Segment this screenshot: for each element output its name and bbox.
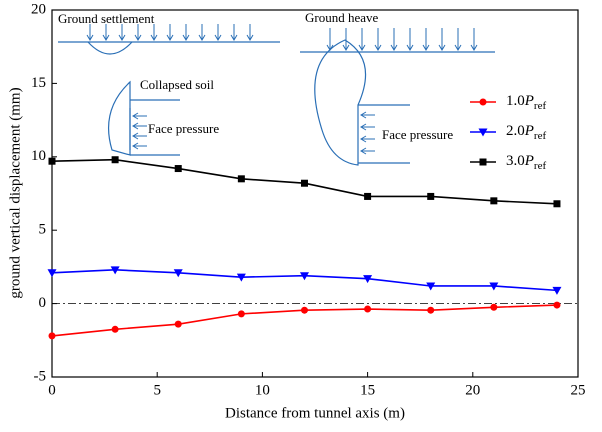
marker bbox=[174, 165, 182, 173]
x-tick-label: 5 bbox=[153, 382, 161, 398]
marker bbox=[300, 306, 308, 314]
marker bbox=[490, 197, 498, 205]
y-tick-label: 0 bbox=[39, 295, 47, 311]
marker bbox=[364, 192, 372, 200]
marker bbox=[426, 282, 436, 291]
marker bbox=[110, 266, 120, 275]
y-tick-label: 20 bbox=[31, 1, 46, 17]
y-tick-label: 10 bbox=[31, 148, 46, 164]
diagram-arrow bbox=[422, 28, 430, 51]
legend-label: 2.0Pref bbox=[506, 123, 546, 141]
annotation: Ground heave bbox=[305, 10, 379, 25]
legend-label: 1.0Pref bbox=[506, 93, 546, 111]
legend-marker bbox=[478, 128, 488, 137]
marker bbox=[47, 269, 57, 278]
diagram-arrow bbox=[214, 24, 222, 41]
annotation: Face pressure bbox=[382, 127, 453, 142]
marker bbox=[489, 282, 499, 291]
annotation: Ground settlement bbox=[58, 11, 155, 26]
legend-marker bbox=[479, 158, 487, 166]
diagram-arrow bbox=[406, 28, 414, 51]
marker bbox=[427, 192, 435, 200]
marker bbox=[364, 305, 372, 313]
marker bbox=[553, 200, 561, 208]
x-tick-label: 20 bbox=[465, 382, 480, 398]
diagram-arrow bbox=[358, 28, 366, 51]
diagram-arrow bbox=[326, 28, 334, 51]
diagram-arrow bbox=[454, 28, 462, 51]
diagram-arrow bbox=[132, 132, 147, 140]
marker bbox=[111, 156, 119, 164]
diagram-arrow bbox=[470, 28, 478, 51]
diagram-arrow bbox=[342, 28, 350, 51]
marker bbox=[553, 301, 561, 309]
marker bbox=[552, 286, 562, 295]
diagram-arrow bbox=[360, 147, 375, 155]
diagram-arrow bbox=[360, 123, 375, 131]
diagram-arrow bbox=[134, 24, 142, 41]
y-tick-label: -5 bbox=[34, 368, 47, 384]
annotation: Face pressure bbox=[148, 121, 219, 136]
marker bbox=[48, 157, 56, 165]
diagram-arrow bbox=[132, 122, 147, 130]
x-tick-label: 0 bbox=[48, 382, 56, 398]
diagram-arrow bbox=[198, 24, 206, 41]
marker bbox=[237, 175, 245, 183]
diagram-arrow bbox=[390, 28, 398, 51]
marker bbox=[490, 303, 498, 311]
legend-marker bbox=[479, 98, 487, 106]
diagram-arrow bbox=[86, 24, 94, 41]
y-axis-label: ground vertical displacement (mm) bbox=[7, 87, 23, 298]
diagram-arrow bbox=[132, 112, 147, 120]
marker bbox=[427, 306, 435, 314]
marker bbox=[111, 325, 119, 333]
marker bbox=[173, 269, 183, 278]
plot-frame bbox=[51, 9, 579, 378]
x-axis-label: Distance from tunnel axis (m) bbox=[225, 405, 405, 421]
marker bbox=[174, 320, 182, 328]
diagram-arrow bbox=[182, 24, 190, 41]
marker bbox=[363, 275, 373, 284]
y-tick-label: 15 bbox=[31, 75, 46, 91]
x-tick-label: 10 bbox=[255, 382, 270, 398]
diagram-arrow bbox=[102, 24, 110, 41]
diagram-arrow bbox=[360, 135, 375, 143]
diagram-arrow bbox=[246, 24, 254, 41]
marker bbox=[237, 310, 245, 318]
diagram-arrow bbox=[360, 111, 375, 119]
marker bbox=[236, 273, 246, 282]
diagram-arrow bbox=[132, 142, 147, 150]
inset-diagram bbox=[58, 24, 495, 166]
marker bbox=[300, 179, 308, 187]
diagram-arrow bbox=[166, 24, 174, 41]
diagram-arrow bbox=[438, 28, 446, 51]
diagram-arrow bbox=[230, 24, 238, 41]
x-tick-label: 25 bbox=[571, 382, 586, 398]
annotation: Collapsed soil bbox=[140, 77, 214, 92]
x-tick-label: 15 bbox=[360, 382, 375, 398]
marker bbox=[299, 272, 309, 281]
diagram-arrow bbox=[150, 24, 158, 41]
legend-label: 3.0Pref bbox=[506, 153, 546, 171]
y-tick-label: 5 bbox=[39, 222, 47, 238]
diagram-arrow bbox=[374, 28, 382, 51]
marker bbox=[48, 332, 56, 340]
diagram-arrow bbox=[118, 24, 126, 41]
